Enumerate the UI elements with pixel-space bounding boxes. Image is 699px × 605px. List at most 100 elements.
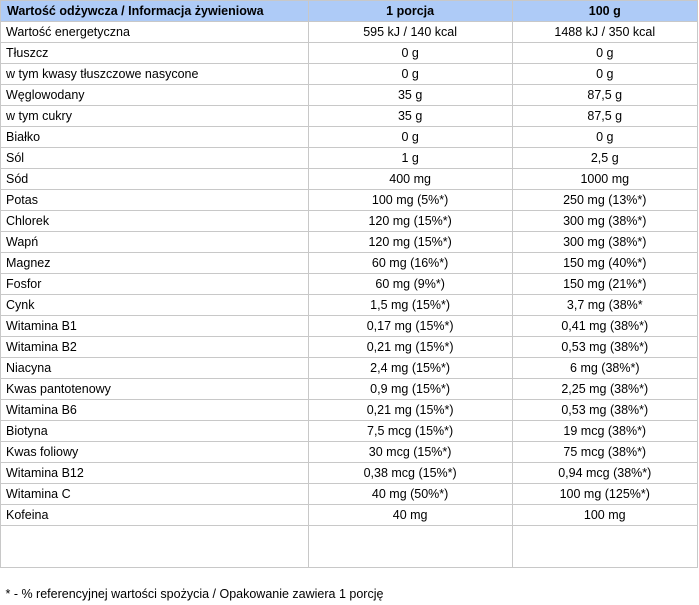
- nutrient-cell[interactable]: Wartość energetyczna: [1, 22, 309, 43]
- per-100g-cell[interactable]: 0,41 mg (38%*): [512, 316, 697, 337]
- nutrient-cell[interactable]: w tym kwasy tłuszczowe nasycone: [1, 64, 309, 85]
- per-100g-cell[interactable]: 0 g: [512, 43, 697, 64]
- nutrient-cell[interactable]: Witamina B1: [1, 316, 309, 337]
- portion-cell[interactable]: 1 g: [308, 148, 512, 169]
- per-100g-cell[interactable]: 87,5 g: [512, 106, 697, 127]
- per-100g-cell[interactable]: 300 mg (38%*): [512, 211, 697, 232]
- portion-cell[interactable]: 100 mg (5%*): [308, 190, 512, 211]
- portion-cell[interactable]: 0,17 mg (15%*): [308, 316, 512, 337]
- nutrient-cell[interactable]: Sód: [1, 169, 309, 190]
- portion-cell[interactable]: 0,38 mcg (15%*): [308, 463, 512, 484]
- portion-cell[interactable]: 2,4 mg (15%*): [308, 358, 512, 379]
- portion-cell[interactable]: 0 g: [308, 127, 512, 148]
- per-100g-cell[interactable]: 0 g: [512, 127, 697, 148]
- header-portion[interactable]: 1 porcja: [308, 1, 512, 22]
- header-per-100g[interactable]: 100 g: [512, 1, 697, 22]
- per-100g-cell[interactable]: 250 mg (13%*): [512, 190, 697, 211]
- nutrient-cell[interactable]: Tłuszcz: [1, 43, 309, 64]
- per-100g-cell[interactable]: 0,53 mg (38%*): [512, 400, 697, 421]
- nutrient-cell[interactable]: Niacyna: [1, 358, 309, 379]
- nutrient-cell[interactable]: Węglowodany: [1, 85, 309, 106]
- portion-cell[interactable]: 0,21 mg (15%*): [308, 400, 512, 421]
- portion-cell[interactable]: 0 g: [308, 43, 512, 64]
- portion-cell[interactable]: 35 g: [308, 85, 512, 106]
- per-100g-cell[interactable]: 0,53 mg (38%*): [512, 337, 697, 358]
- nutrient-cell[interactable]: Witamina C: [1, 484, 309, 505]
- nutrient-cell[interactable]: Fosfor: [1, 274, 309, 295]
- nutrition-table-sheet: Wartość odżywcza / Informacja żywieniowa…: [0, 0, 699, 591]
- per-100g-cell[interactable]: 100 mg (125%*): [512, 484, 697, 505]
- per-100g-cell[interactable]: 2,5 g: [512, 148, 697, 169]
- per-100g-cell[interactable]: 1488 kJ / 350 kcal: [512, 22, 697, 43]
- nutrient-cell[interactable]: Kwas foliowy: [1, 442, 309, 463]
- nutrient-cell[interactable]: Kwas pantotenowy: [1, 379, 309, 400]
- per-100g-cell[interactable]: 6 mg (38%*): [512, 358, 697, 379]
- per-100g-cell[interactable]: 2,25 mg (38%*): [512, 379, 697, 400]
- portion-cell[interactable]: 40 mg (50%*): [308, 484, 512, 505]
- empty-row: [1, 526, 698, 568]
- nutrient-cell[interactable]: Cynk: [1, 295, 309, 316]
- portion-cell[interactable]: 30 mcg (15%*): [308, 442, 512, 463]
- per-100g-cell[interactable]: 87,5 g: [512, 85, 697, 106]
- empty-cell[interactable]: [1, 526, 309, 568]
- per-100g-cell[interactable]: 3,7 mg (38%*: [512, 295, 697, 316]
- portion-cell[interactable]: 60 mg (9%*): [308, 274, 512, 295]
- portion-cell[interactable]: 120 mg (15%*): [308, 211, 512, 232]
- per-100g-cell[interactable]: 0,94 mcg (38%*): [512, 463, 697, 484]
- portion-cell[interactable]: 0 g: [308, 64, 512, 85]
- per-100g-cell[interactable]: 300 mg (38%*): [512, 232, 697, 253]
- portion-cell[interactable]: 7,5 mcg (15%*): [308, 421, 512, 442]
- portion-cell[interactable]: 60 mg (16%*): [308, 253, 512, 274]
- portion-cell[interactable]: 40 mg: [308, 505, 512, 526]
- nutrient-cell[interactable]: Kofeina: [1, 505, 309, 526]
- nutrient-cell[interactable]: Sól: [1, 148, 309, 169]
- nutrient-cell[interactable]: Witamina B2: [1, 337, 309, 358]
- portion-cell[interactable]: 400 mg: [308, 169, 512, 190]
- header-row: Wartość odżywcza / Informacja żywieniowa…: [1, 1, 698, 22]
- per-100g-cell[interactable]: 100 mg: [512, 505, 697, 526]
- per-100g-cell[interactable]: 150 mg (21%*): [512, 274, 697, 295]
- nutrient-cell[interactable]: Białko: [1, 127, 309, 148]
- per-100g-cell[interactable]: 19 mcg (38%*): [512, 421, 697, 442]
- per-100g-cell[interactable]: 75 mcg (38%*): [512, 442, 697, 463]
- nutrient-cell[interactable]: Wapń: [1, 232, 309, 253]
- portion-cell[interactable]: 595 kJ / 140 kcal: [308, 22, 512, 43]
- portion-cell[interactable]: 1,5 mg (15%*): [308, 295, 512, 316]
- empty-cell[interactable]: [512, 526, 697, 568]
- nutrient-cell[interactable]: Magnez: [1, 253, 309, 274]
- portion-cell[interactable]: 0,9 mg (15%*): [308, 379, 512, 400]
- empty-cell[interactable]: [308, 526, 512, 568]
- per-100g-cell[interactable]: 1000 mg: [512, 169, 697, 190]
- nutrient-cell[interactable]: Chlorek: [1, 211, 309, 232]
- per-100g-cell[interactable]: 150 mg (40%*): [512, 253, 697, 274]
- nutrient-cell[interactable]: Biotyna: [1, 421, 309, 442]
- per-100g-cell[interactable]: 0 g: [512, 64, 697, 85]
- portion-cell[interactable]: 35 g: [308, 106, 512, 127]
- nutrient-cell[interactable]: Potas: [1, 190, 309, 211]
- nutrient-cell[interactable]: Witamina B6: [1, 400, 309, 421]
- nutrient-cell[interactable]: w tym cukry: [1, 106, 309, 127]
- portion-cell[interactable]: 120 mg (15%*): [308, 232, 512, 253]
- header-nutrient[interactable]: Wartość odżywcza / Informacja żywieniowa: [1, 1, 309, 22]
- footnote[interactable]: * - % referencyjnej wartości spożycia / …: [1, 568, 698, 605]
- nutrient-cell[interactable]: Witamina B12: [1, 463, 309, 484]
- footnote-row: * - % referencyjnej wartości spożycia / …: [1, 568, 698, 605]
- portion-cell[interactable]: 0,21 mg (15%*): [308, 337, 512, 358]
